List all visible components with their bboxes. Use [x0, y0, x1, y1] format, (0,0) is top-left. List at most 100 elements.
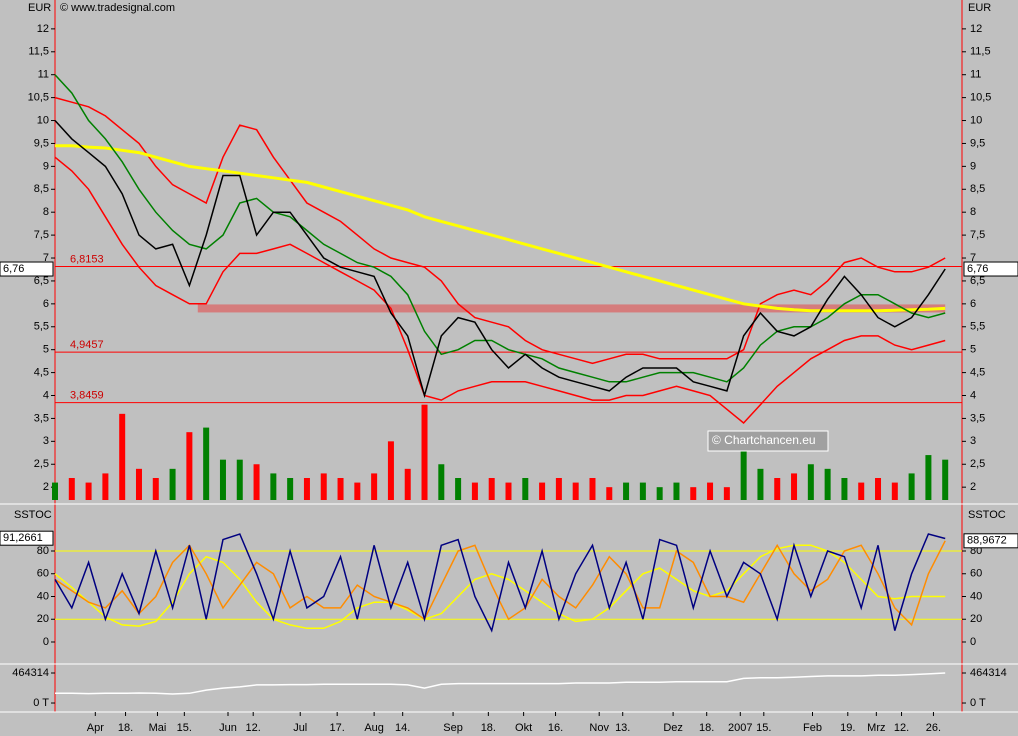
- x-tick-label: 18.: [481, 722, 496, 734]
- volume-bar: [471, 482, 478, 500]
- y-tick-label: 3: [43, 435, 49, 447]
- y-tick-label: 7,5: [970, 229, 985, 241]
- y-tick-label: 10: [37, 114, 49, 126]
- x-tick-label: Okt: [515, 722, 532, 734]
- volume-bar: [169, 468, 176, 500]
- volume-bar: [908, 473, 915, 500]
- x-tick-label: 18.: [118, 722, 133, 734]
- y-tick-label: 8: [43, 206, 49, 218]
- x-tick-label: 15.: [177, 722, 192, 734]
- volume-bar: [52, 482, 58, 500]
- last-value-box: [963, 261, 1018, 277]
- y-tick-label: 2: [43, 481, 49, 493]
- watermark-box: [707, 430, 829, 452]
- last-value-label: 6,76: [3, 263, 24, 275]
- y-tick-label: 10,5: [970, 92, 991, 104]
- y-tick-label: 6,5: [34, 275, 49, 287]
- volume-bar: [891, 482, 898, 500]
- y-tick-label: 0 T: [33, 697, 49, 709]
- x-tick-label: Nov: [589, 722, 609, 734]
- series-line: [55, 672, 946, 695]
- x-tick-label: 18.: [699, 722, 714, 734]
- y-axis-label: EUR: [28, 2, 51, 14]
- y-tick-label: 2,5: [970, 458, 985, 470]
- volume-bar: [337, 478, 344, 500]
- y-tick-label: 80: [37, 545, 49, 557]
- volume-bar: [455, 478, 462, 500]
- y-tick-label: 3,5: [34, 412, 49, 424]
- volume-bar: [387, 441, 394, 500]
- x-tick-label: Jun: [219, 722, 237, 734]
- y-tick-label: 10: [970, 114, 982, 126]
- volume-bar: [807, 464, 814, 500]
- x-tick-label: Sep: [443, 722, 463, 734]
- volume-bar: [404, 468, 411, 500]
- y-tick-label: 40: [37, 590, 49, 602]
- series-line: [54, 74, 946, 383]
- x-tick-label: Mrz: [867, 722, 885, 734]
- y-tick-label: 9,5: [34, 137, 49, 149]
- y-tick-label: 8: [970, 206, 976, 218]
- x-tick-label: 15.: [756, 722, 771, 734]
- y-tick-label: 6: [970, 298, 976, 310]
- volume-bar: [589, 478, 596, 500]
- last-value-label: 91,2661: [3, 532, 43, 544]
- volume-bar: [186, 432, 193, 500]
- y-tick-label: 40: [970, 590, 982, 602]
- y-tick-label: 6: [43, 298, 49, 310]
- x-tick-label: 16.: [548, 722, 563, 734]
- volume-bar: [774, 478, 781, 500]
- y-tick-label: 11,5: [28, 46, 49, 58]
- y-tick-label: 9,5: [970, 137, 985, 149]
- y-tick-label: 3: [970, 435, 976, 447]
- series-line: [54, 96, 946, 365]
- volume-bar: [942, 459, 949, 500]
- volume-bar: [421, 404, 428, 500]
- y-tick-label: 5,5: [34, 321, 49, 333]
- y-tick-label: 10,5: [28, 92, 49, 104]
- y-tick-label: 9: [970, 160, 976, 172]
- y-tick-label: 464314: [970, 667, 1007, 679]
- y-tick-label: 8,5: [970, 183, 985, 195]
- last-value-box: [963, 533, 1018, 549]
- volume-bar: [303, 478, 310, 500]
- y-tick-label: 11,5: [970, 46, 991, 58]
- volume-bar: [253, 464, 260, 500]
- volume-bar: [791, 473, 798, 500]
- volume-bar: [639, 482, 646, 500]
- y-tick-label: 4: [43, 389, 49, 401]
- volume-bar: [371, 473, 378, 500]
- x-tick-label: Jul: [293, 722, 307, 734]
- volume-bar: [858, 482, 865, 500]
- volume-bar: [522, 478, 529, 500]
- volume-bar: [555, 478, 562, 500]
- x-tick-label: 14.: [395, 722, 410, 734]
- volume-bar: [824, 468, 831, 500]
- volume-bar: [740, 445, 747, 500]
- y-tick-label: 11: [970, 69, 981, 81]
- y-tick-label: 6,5: [970, 275, 985, 287]
- volume-bar: [505, 482, 512, 500]
- series-line: [54, 119, 946, 399]
- watermark: © Chartchancen.eu: [712, 433, 816, 447]
- y-tick-label: 20: [37, 613, 49, 625]
- volume-bar: [236, 459, 243, 500]
- last-value-box: [0, 530, 54, 546]
- y-tick-label: 7: [43, 252, 49, 264]
- y-tick-label: 5: [970, 344, 976, 356]
- x-tick-label: 13.: [615, 722, 630, 734]
- volume-bar: [438, 464, 445, 500]
- volume-bar: [152, 478, 159, 500]
- volume-bar: [723, 487, 730, 500]
- x-tick-label: Apr: [87, 722, 104, 734]
- volume-bar: [606, 487, 613, 500]
- x-tick-label: 17.: [330, 722, 345, 734]
- y-tick-label: 60: [970, 568, 982, 580]
- volume-bar: [119, 413, 126, 500]
- volume-bar: [270, 473, 277, 500]
- volume-bar: [757, 468, 764, 500]
- y-tick-label: 60: [37, 568, 49, 580]
- series-line: [54, 544, 946, 630]
- y-axis-label: SSTOC: [968, 509, 1006, 521]
